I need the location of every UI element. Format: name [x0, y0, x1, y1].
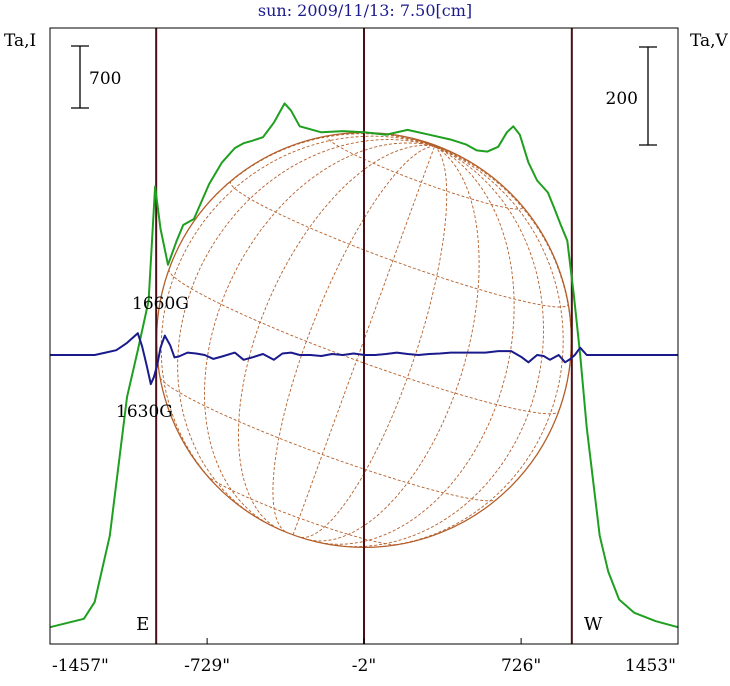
- field-strength-label: 1630G: [116, 402, 173, 422]
- y-axis-label-left: Ta,I: [4, 31, 36, 51]
- scale-bar-label: 700: [89, 69, 121, 89]
- y-axis-label-right: Ta,V: [690, 31, 729, 51]
- disk-grid-meridian: [273, 146, 435, 531]
- x-tick-label: 1453": [625, 656, 676, 676]
- x-tick-label: -2": [352, 656, 376, 676]
- disk-grid-meridian: [205, 143, 435, 526]
- disk-grid-meridian: [239, 145, 435, 528]
- scale-bar-label: 200: [606, 89, 638, 109]
- annotations: 1660G 1630G: [116, 294, 189, 422]
- chart-title: sun: 2009/11/13: 7.50[cm]: [258, 1, 472, 20]
- limb-marker-label: E: [136, 614, 149, 635]
- disk-grid-meridian: [309, 146, 480, 541]
- x-tick-label: 726": [501, 656, 541, 676]
- disk-grid-meridian: [301, 146, 447, 537]
- field-strength-label: 1660G: [132, 294, 189, 314]
- limb-marker-label: W: [584, 614, 603, 635]
- x-tick-label: -729": [184, 656, 230, 676]
- x-tick-label: -1457": [52, 656, 109, 676]
